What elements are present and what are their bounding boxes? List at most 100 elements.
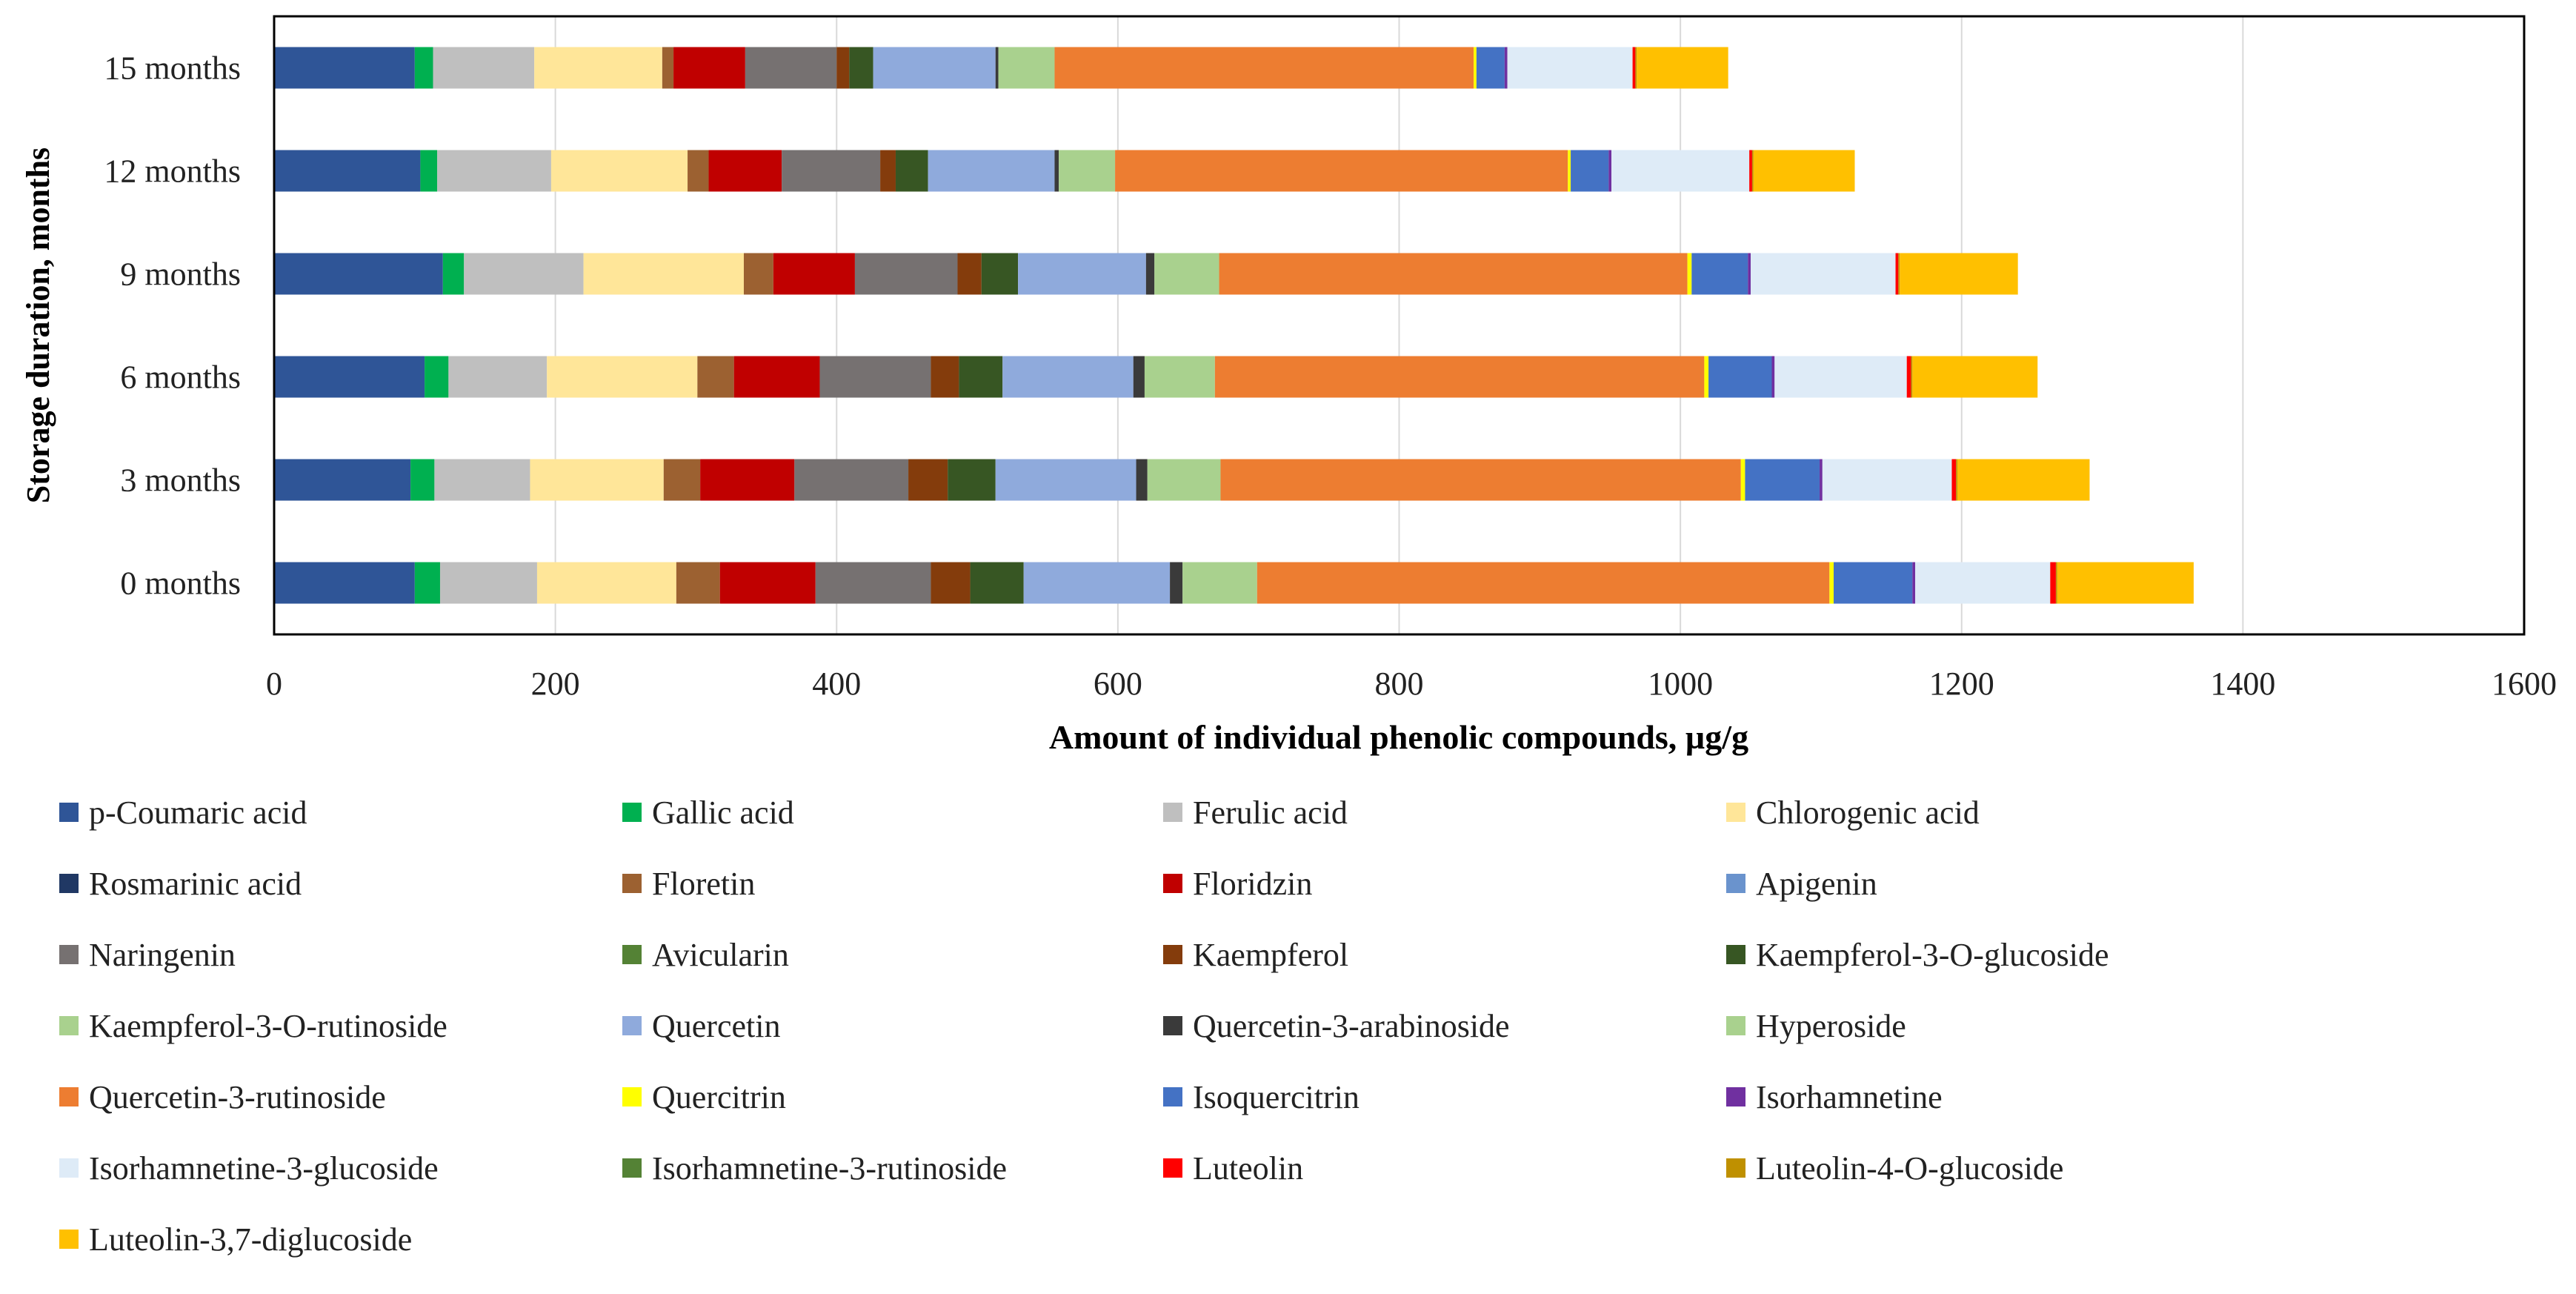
bar-segment [1708, 356, 1772, 398]
bars-group [274, 47, 2194, 604]
bar-segment [1956, 459, 1958, 501]
bar-segment [1023, 562, 1171, 604]
legend-label: Quercetin [652, 1007, 781, 1044]
legend-swatch [1163, 1016, 1182, 1035]
bar-segment [410, 459, 435, 501]
bar-segment [1745, 459, 1820, 501]
bar-segment [1571, 150, 1609, 192]
bar-segment [1740, 459, 1745, 501]
legend-label: Luteolin [1193, 1149, 1304, 1187]
bar-segment [998, 47, 1055, 89]
bar-segment [550, 150, 688, 192]
bar-segment [908, 459, 948, 501]
bar-segment [2057, 562, 2194, 604]
x-tick-label: 600 [1094, 666, 1142, 702]
bar-segment [836, 47, 850, 89]
bar-segment [854, 253, 958, 295]
bar-segment [733, 356, 820, 398]
bar-segment [676, 562, 720, 604]
legend-swatch [622, 1087, 642, 1106]
x-axis-label: Amount of individual phenolic compounds,… [1049, 718, 1748, 756]
legend-label: Floridzin [1193, 865, 1313, 902]
bar-segment [819, 356, 931, 398]
bar-segment [1915, 562, 2051, 604]
legend-item: Floretin [622, 849, 755, 918]
legend-label: Isoquercitrin [1193, 1078, 1359, 1115]
legend-swatch [1163, 945, 1182, 964]
legend-item: Quercitrin [622, 1063, 786, 1131]
bar-segment [274, 150, 421, 192]
bar-segment [420, 150, 438, 192]
bar-segment [1751, 253, 1896, 295]
bar-segment [1147, 459, 1221, 501]
legend-item: Chlorogenic acid [1726, 778, 1980, 846]
bar-segment [1820, 459, 1823, 501]
legend-swatch [59, 1087, 79, 1106]
bar-segment [536, 562, 676, 604]
legend-label: Hyperoside [1756, 1007, 1906, 1044]
bar-segment [697, 356, 734, 398]
plot-area-border [273, 15, 2526, 636]
bar-segment [1507, 47, 1633, 89]
legend-swatch [1726, 1087, 1745, 1106]
legend-label: Avicularin [652, 936, 789, 973]
bar-segment [928, 150, 1055, 192]
bar-segment [464, 253, 584, 295]
legend-item: Hyperoside [1726, 992, 1906, 1060]
bar-segment [1753, 150, 1855, 192]
bar-segment [745, 47, 837, 89]
legend-item: Quercetin-3-arabinoside [1163, 992, 1510, 1060]
legend-item: Luteolin-4-O-glucoside [1726, 1134, 2063, 1202]
bar-segment [1476, 47, 1505, 89]
bar-segment [1002, 356, 1134, 398]
legend-item: Isoquercitrin [1163, 1063, 1359, 1131]
bar-segment [1504, 47, 1508, 89]
bar-segment [815, 562, 931, 604]
bar-segment [931, 562, 971, 604]
legend-label: Isorhamnetine [1756, 1078, 1943, 1115]
bar-segment [1144, 356, 1215, 398]
legend-label: p-Coumaric acid [89, 794, 307, 831]
bar-segment [1635, 47, 1637, 89]
bar-segment [1182, 562, 1257, 604]
bar-segment [1054, 150, 1059, 192]
bar-segment [743, 253, 773, 295]
legend-label: Isorhamnetine-3-glucoside [89, 1149, 439, 1187]
legend-label: Quercitrin [652, 1078, 786, 1115]
y-axis-label: Storage duration, months [20, 147, 56, 503]
bar-segment [439, 562, 537, 604]
legend-swatch [1726, 803, 1745, 822]
bar-segment [981, 253, 1019, 295]
legend-item: Rosmarinic acid [59, 849, 302, 918]
legend-label: Kaempferol-3-O-rutinoside [89, 1007, 447, 1044]
bar-segment [1115, 150, 1568, 192]
bar-segment [880, 150, 896, 192]
legend-swatch [59, 1158, 79, 1178]
legend-item: Floridzin [1163, 849, 1312, 918]
x-tick-label: 400 [812, 666, 861, 702]
bar-segment [1136, 459, 1148, 501]
bar-segment [274, 562, 415, 604]
legend-item: Luteolin [1163, 1134, 1303, 1202]
legend-swatch [59, 1230, 79, 1249]
bar-segment [442, 253, 465, 295]
bar-segment [995, 47, 999, 89]
bar-segment [1774, 356, 1907, 398]
bar-segment [1951, 459, 1957, 501]
bar-segment [782, 150, 881, 192]
bar-segment [700, 459, 795, 501]
bar-segment [425, 356, 449, 398]
legend-swatch [59, 945, 79, 964]
bar-segment [530, 459, 664, 501]
legend-swatch [1726, 1158, 1745, 1178]
bar-segment [1054, 47, 1474, 89]
bar-segment [1749, 150, 1752, 192]
x-tick-label: 0 [266, 666, 282, 702]
bar-segment [1257, 562, 1830, 604]
legend-label: Quercetin-3-rutinoside [89, 1078, 386, 1115]
legend-swatch [1163, 1087, 1182, 1106]
legend-item: Isorhamnetine [1726, 1063, 1943, 1131]
legend-swatch [1726, 1016, 1745, 1035]
bar-segment [995, 459, 1136, 501]
legend-item: Apigenin [1726, 849, 1877, 918]
